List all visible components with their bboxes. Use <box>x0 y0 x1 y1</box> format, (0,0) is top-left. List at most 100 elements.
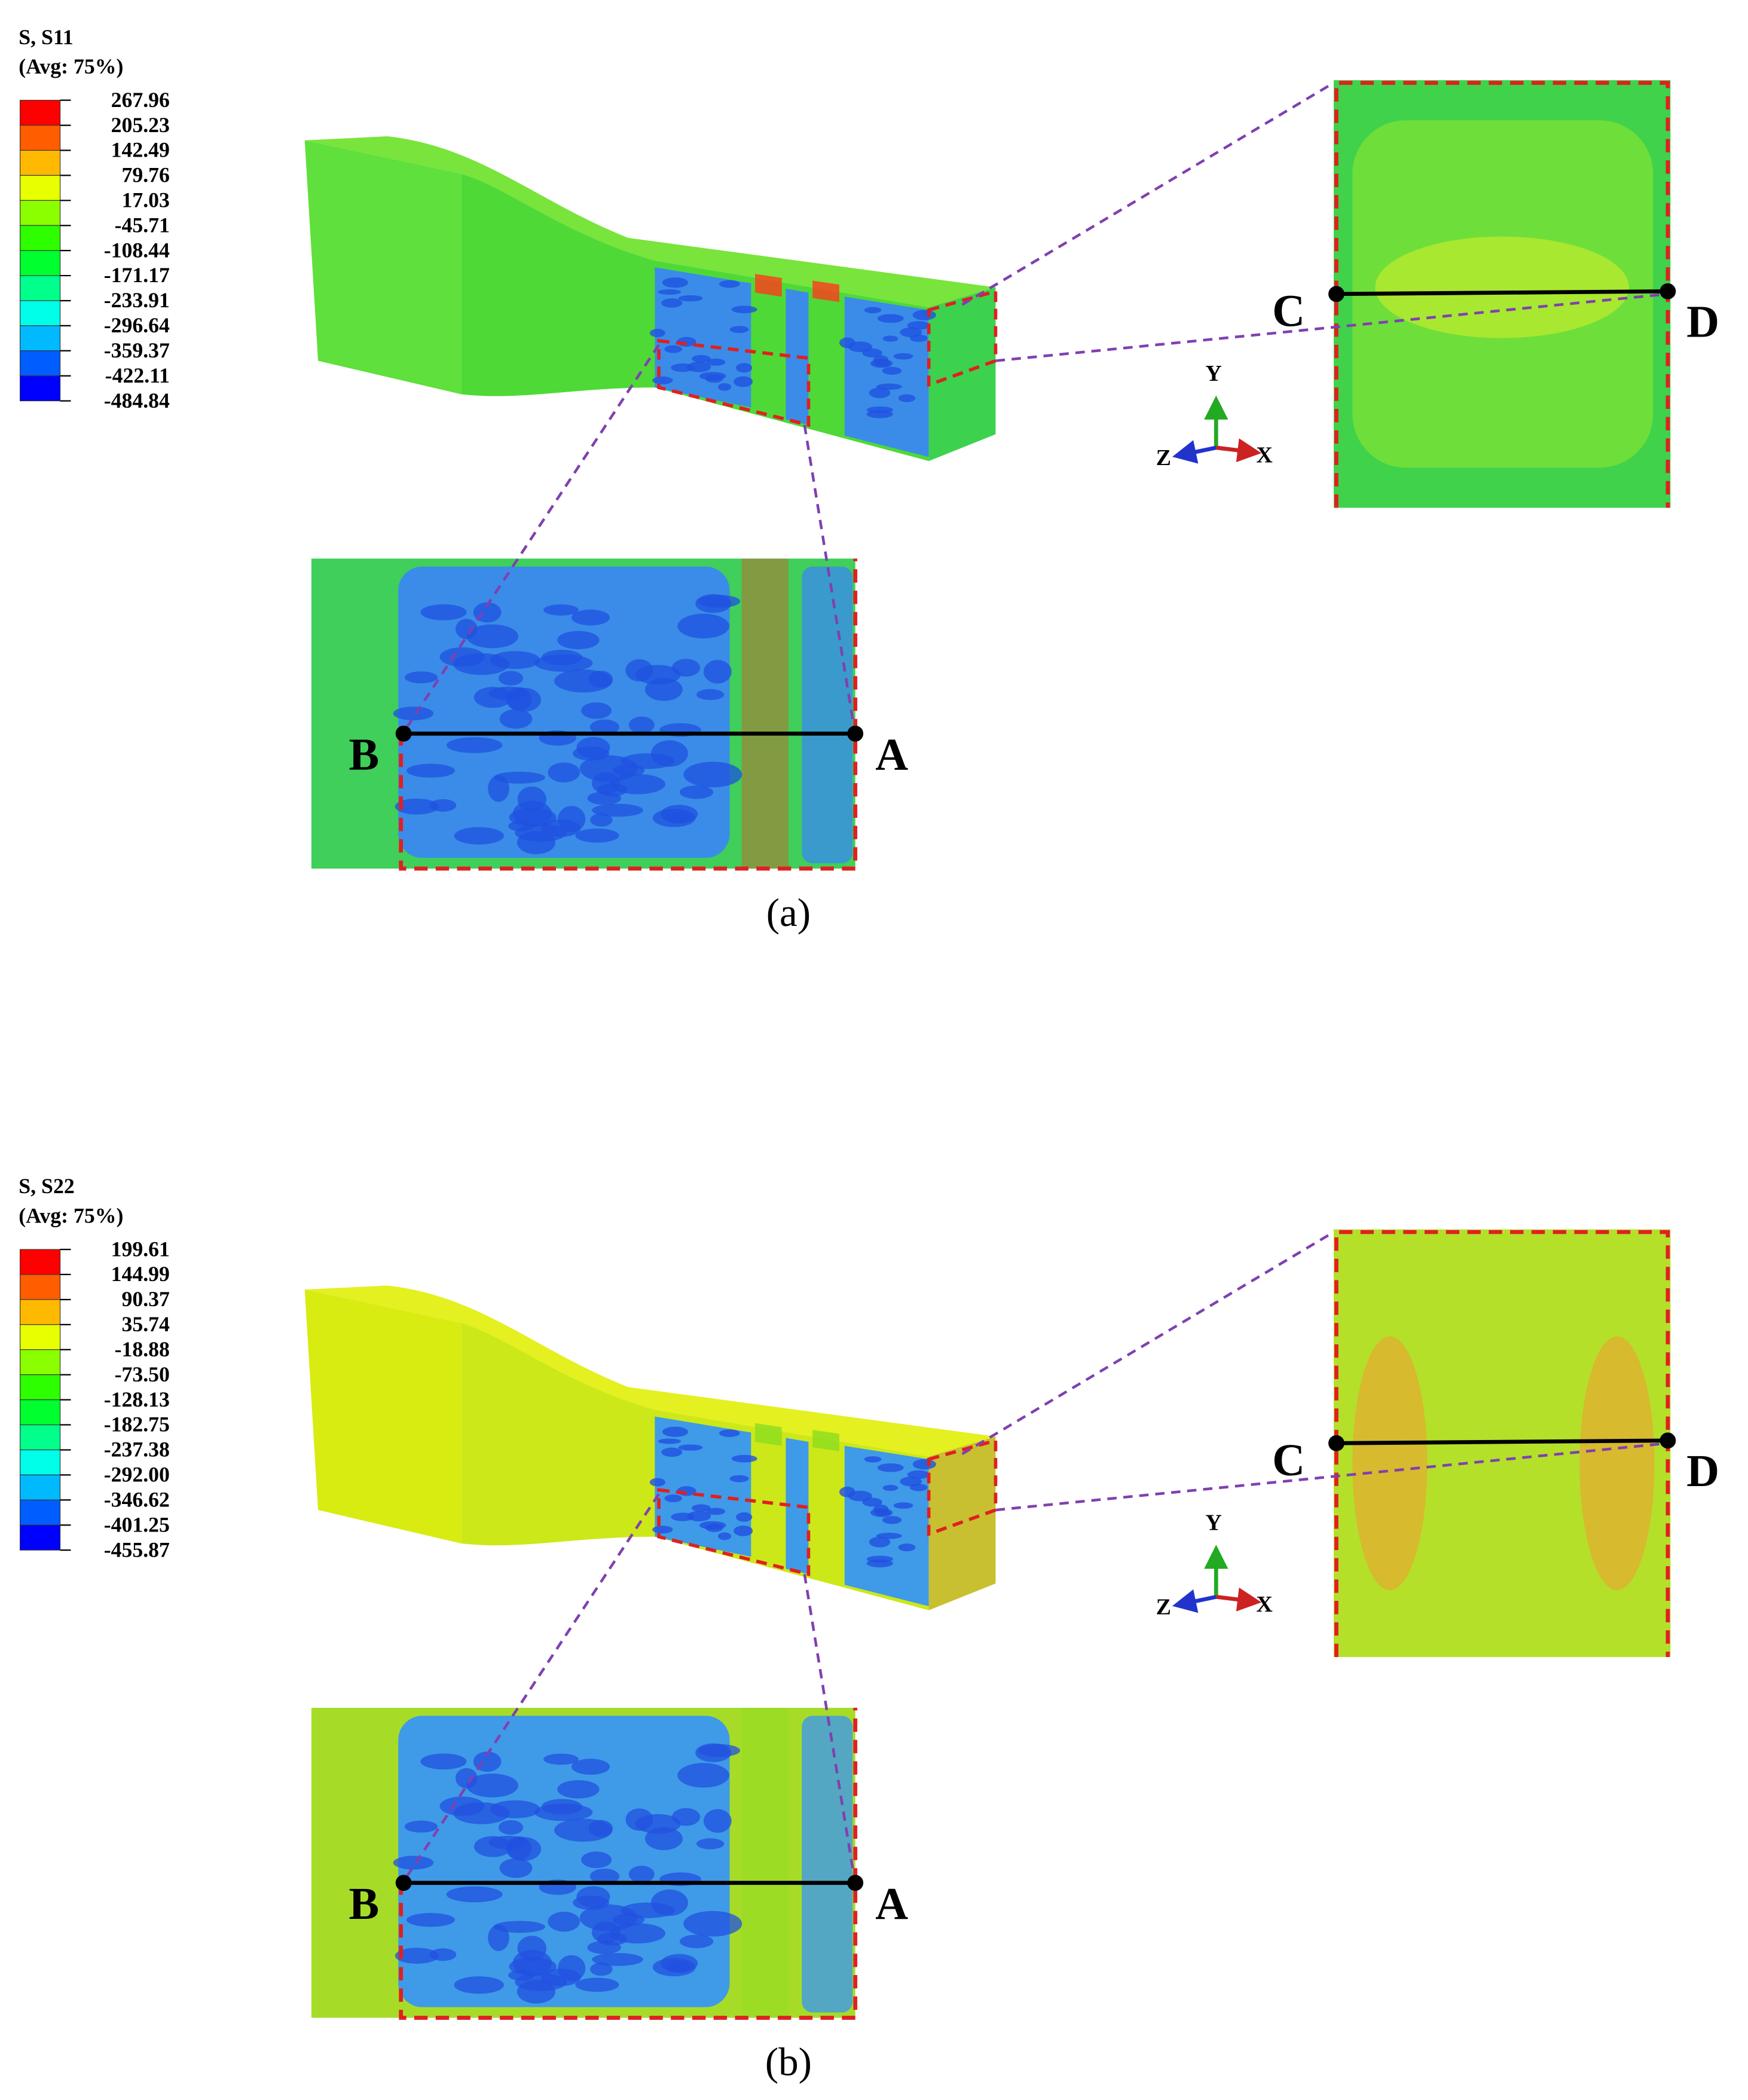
legend-swatch <box>19 1374 61 1401</box>
stress-speck <box>420 1753 467 1770</box>
path-point <box>1660 283 1676 299</box>
caption: (a) <box>766 890 811 935</box>
stress-speck <box>893 1502 913 1509</box>
stress-speck <box>864 1456 882 1463</box>
stress-speck <box>882 366 902 375</box>
stress-speck <box>912 1459 936 1470</box>
stress-speck <box>866 406 893 414</box>
stress-speck <box>572 1896 610 1910</box>
stress-speck <box>406 1913 456 1927</box>
stress-speck <box>717 383 732 391</box>
stress-speck <box>664 345 683 353</box>
stress-speck <box>882 1516 902 1524</box>
axis-x <box>1215 438 1262 463</box>
stress-speck <box>455 619 478 640</box>
stress-speck <box>877 314 904 323</box>
point-label: A <box>875 730 908 780</box>
stress-speck <box>420 604 467 620</box>
stress-speck <box>873 355 889 365</box>
legend-value: -171.17 <box>104 263 170 287</box>
legend-swatch <box>19 175 61 201</box>
legend-value: 267.96 <box>111 88 170 112</box>
stress-speck <box>395 798 439 815</box>
stress-speck <box>466 624 519 649</box>
point-label: C <box>1272 286 1305 336</box>
specimen-top <box>304 136 996 308</box>
stress-speck <box>731 305 757 314</box>
legend-swatch <box>19 1449 61 1475</box>
legend-swatch <box>19 1274 61 1300</box>
inset-cd-core <box>1352 1336 1428 1591</box>
legend-swatch <box>19 200 61 226</box>
axis-label: X <box>1256 1592 1272 1617</box>
zoom-connector <box>402 1493 660 1882</box>
legend-value: -233.91 <box>104 288 170 312</box>
legend-swatch <box>19 325 61 351</box>
stress-speck <box>862 349 882 357</box>
legend-subtitle: (Avg: 75%) <box>19 1203 123 1227</box>
stress-speck <box>543 604 579 616</box>
legend-value: 199.61 <box>111 1237 170 1261</box>
stress-speck <box>406 763 456 778</box>
stress-speck <box>572 746 610 761</box>
hot-strip <box>755 274 839 302</box>
legend-title: S, S11 <box>19 25 73 49</box>
stress-speck <box>517 830 555 854</box>
path-point <box>1328 1435 1344 1451</box>
stress-speck <box>453 1802 510 1824</box>
stress-speck <box>541 1799 582 1815</box>
stress-speck <box>590 813 613 827</box>
stress-speck <box>900 1477 922 1487</box>
stress-speck <box>907 1470 930 1480</box>
stress-speck <box>900 327 922 337</box>
point-label: C <box>1272 1435 1305 1485</box>
legend-value: -73.50 <box>115 1362 170 1386</box>
stress-speck <box>540 819 581 837</box>
point-label: B <box>349 1879 379 1929</box>
stress-speck <box>893 353 913 360</box>
stress-speck <box>404 671 438 684</box>
specimen-top <box>304 1285 996 1457</box>
stress-speck <box>706 358 726 366</box>
caption: (b) <box>765 2040 812 2084</box>
stress-speck <box>446 1886 503 1903</box>
stress-speck <box>873 1504 889 1514</box>
legend-value: -346.62 <box>104 1487 170 1511</box>
stress-speck <box>395 1948 439 1964</box>
stress-speck <box>625 659 653 682</box>
zoom-connector <box>995 292 1668 362</box>
stress-speck <box>493 1921 545 1933</box>
axis-label: Y <box>1205 1511 1221 1536</box>
stress-speck <box>557 631 600 650</box>
blue-zone <box>655 1416 751 1557</box>
legend-swatch <box>19 1524 61 1551</box>
stress-speck <box>661 1447 683 1457</box>
legend-swatch <box>19 1349 61 1375</box>
stress-speck <box>658 289 682 295</box>
stress-speck <box>719 1429 740 1437</box>
stress-speck <box>658 1438 682 1444</box>
stress-speck <box>882 335 899 342</box>
legend-value: -128.13 <box>104 1387 170 1411</box>
path-point <box>847 725 864 742</box>
stress-speck <box>696 1838 725 1850</box>
legend-swatch <box>19 100 61 126</box>
legend-swatch <box>19 1249 61 1275</box>
stress-speck <box>704 1809 732 1833</box>
legend-value: 17.03 <box>121 188 169 212</box>
axis-x <box>1215 1587 1262 1612</box>
stress-speck <box>509 1957 557 1976</box>
legend-swatch <box>19 275 61 301</box>
stress-speck <box>687 1511 711 1522</box>
legend-value: 90.37 <box>121 1287 169 1311</box>
stress-speck <box>590 1963 613 1976</box>
stress-speck <box>882 1484 899 1491</box>
point-label: D <box>1686 1446 1719 1496</box>
legend-value: -401.25 <box>104 1512 170 1536</box>
stress-speck <box>729 326 749 334</box>
path-point <box>1660 1432 1676 1449</box>
stress-speck <box>548 762 580 782</box>
specimen-grip <box>304 140 462 395</box>
inset-ba-blue <box>802 566 853 864</box>
zoom-frame <box>657 338 811 427</box>
